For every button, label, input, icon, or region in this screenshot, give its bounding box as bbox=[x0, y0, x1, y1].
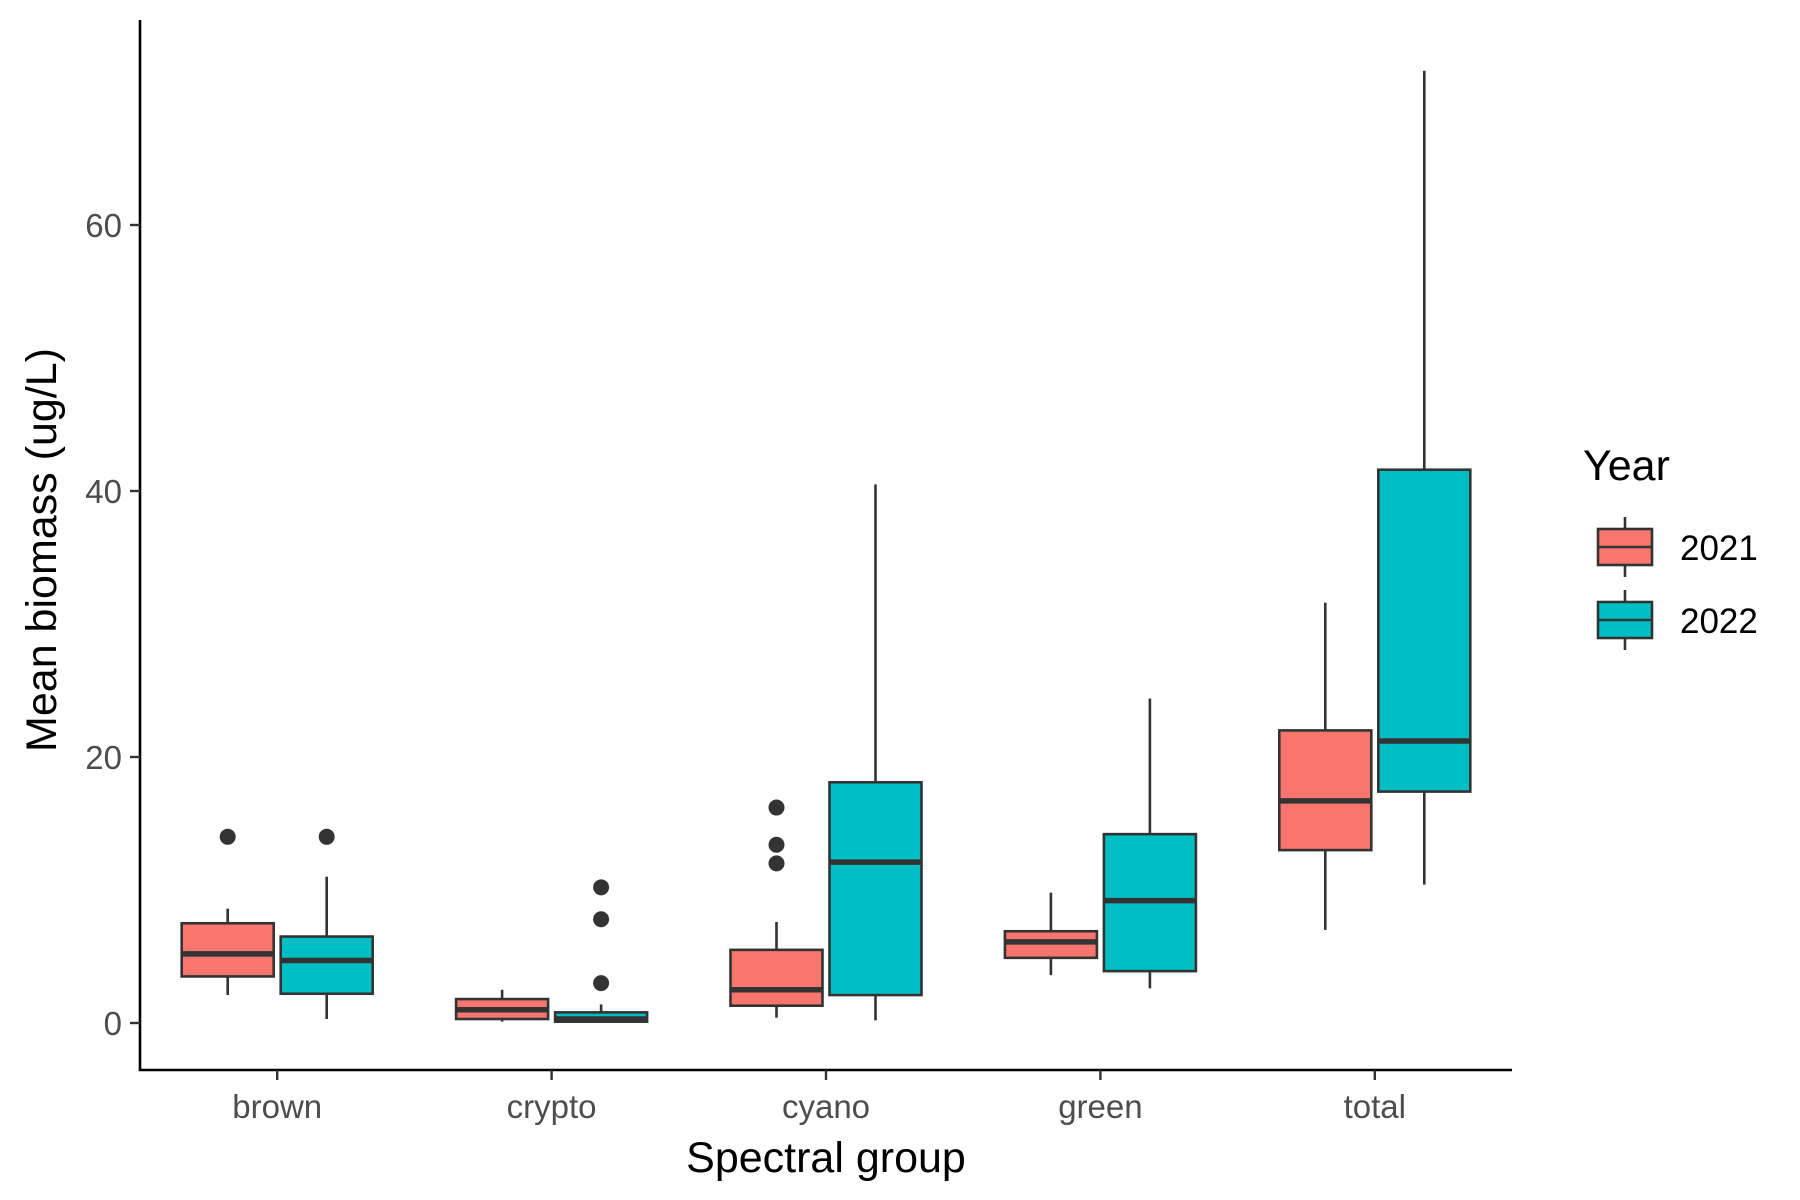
outlier-point bbox=[768, 799, 785, 816]
outlier-point bbox=[318, 828, 335, 845]
legend-key-2021 bbox=[1596, 517, 1654, 577]
x-tick-label-green: green bbox=[1058, 1088, 1142, 1125]
y-tick-label: 20 bbox=[85, 739, 122, 776]
box-total-2021 bbox=[1278, 602, 1373, 930]
legend-title: Year bbox=[1583, 442, 1670, 490]
legend-key-2022 bbox=[1596, 590, 1654, 650]
outlier-point bbox=[768, 836, 785, 853]
y-axis-ticks: 0 20 40 60 bbox=[85, 207, 140, 1042]
y-tick-label: 40 bbox=[85, 473, 122, 510]
box-iqr bbox=[729, 948, 824, 1008]
legend-label-2022: 2022 bbox=[1680, 602, 1758, 641]
x-tick-label-total: total bbox=[1344, 1088, 1406, 1125]
box-brown-2021 bbox=[180, 828, 275, 996]
series-2022 bbox=[279, 70, 1472, 1023]
legend: Year 2021 2022 bbox=[1583, 442, 1758, 650]
box-cyano-2022 bbox=[828, 484, 923, 1021]
box-cyano-2021 bbox=[729, 799, 824, 1018]
series-2021 bbox=[180, 602, 1373, 1022]
box-iqr bbox=[1377, 468, 1472, 793]
outlier-point bbox=[593, 879, 610, 896]
box-green-2022 bbox=[1102, 698, 1198, 989]
x-tick-label-cyano: cyano bbox=[782, 1088, 870, 1125]
y-axis-title: Mean biomass (ug/L) bbox=[18, 348, 66, 752]
box-iqr bbox=[828, 780, 923, 997]
box-crypto-2021 bbox=[454, 989, 550, 1022]
box-total-2022 bbox=[1377, 70, 1472, 885]
x-axis-ticks: brown crypto cyano green total bbox=[232, 1070, 1406, 1125]
y-tick-label: 60 bbox=[85, 207, 122, 244]
axes: 0 20 40 60 brown crypto cyano green total bbox=[85, 20, 1512, 1125]
box-iqr bbox=[180, 921, 275, 978]
outlier-point bbox=[593, 911, 610, 928]
outlier-point bbox=[219, 828, 236, 845]
plot-area bbox=[180, 70, 1472, 1023]
box-iqr bbox=[279, 935, 375, 996]
outlier-point bbox=[768, 855, 785, 872]
box-green-2021 bbox=[1003, 892, 1099, 976]
box-brown-2022 bbox=[279, 828, 375, 1020]
y-tick-label: 0 bbox=[104, 1005, 122, 1042]
legend-label-2021: 2021 bbox=[1680, 529, 1758, 568]
box-crypto-2022 bbox=[553, 879, 649, 1023]
x-tick-label-crypto: crypto bbox=[507, 1088, 597, 1125]
box-iqr bbox=[1278, 729, 1373, 852]
outlier-point bbox=[593, 975, 610, 992]
x-tick-label-brown: brown bbox=[232, 1088, 322, 1125]
x-axis-title: Spectral group bbox=[686, 1134, 966, 1182]
